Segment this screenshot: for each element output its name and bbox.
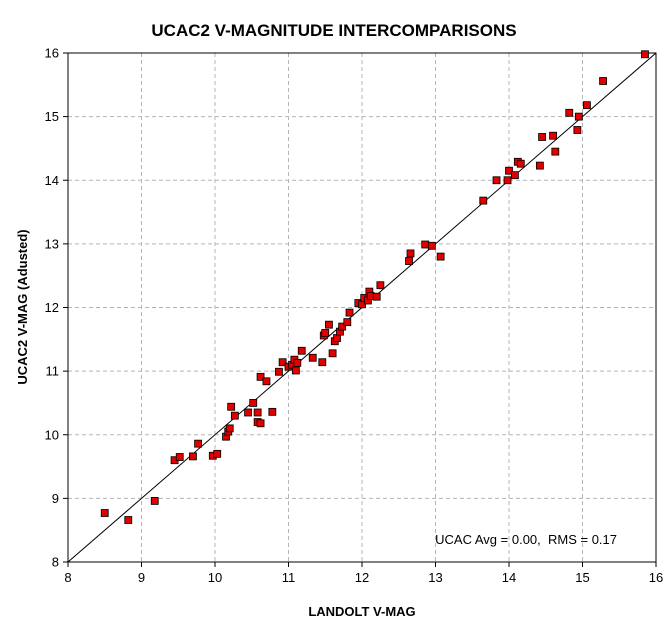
data-point bbox=[551, 147, 560, 156]
data-point bbox=[479, 196, 488, 205]
data-point bbox=[256, 372, 265, 381]
data-point bbox=[535, 161, 544, 170]
data-point bbox=[516, 159, 525, 168]
data-point bbox=[376, 281, 385, 290]
data-point bbox=[503, 176, 512, 185]
data-point bbox=[150, 497, 159, 505]
data-point bbox=[213, 449, 222, 458]
data-point bbox=[268, 407, 277, 416]
chart-title: UCAC2 V-MAGNITUDE INTERCOMPARISONS bbox=[151, 21, 516, 40]
y-tick-label: 15 bbox=[45, 109, 59, 124]
data-point bbox=[421, 240, 430, 249]
x-tick-label: 15 bbox=[575, 570, 589, 585]
data-point bbox=[321, 329, 330, 337]
data-point bbox=[230, 411, 239, 420]
x-tick-label: 12 bbox=[355, 570, 369, 585]
x-tick-label: 13 bbox=[428, 570, 442, 585]
x-tick-labels: 8 9 10 11 12 13 14 15 16 bbox=[64, 562, 663, 585]
data-point bbox=[510, 171, 519, 180]
data-point bbox=[244, 408, 252, 417]
data-point bbox=[345, 308, 354, 317]
data-point bbox=[262, 377, 271, 386]
x-tick-label: 16 bbox=[649, 570, 663, 585]
data-point bbox=[343, 318, 352, 327]
x-tick-label: 8 bbox=[64, 570, 71, 585]
y-tick-label: 9 bbox=[52, 491, 59, 506]
y-tick-label: 13 bbox=[45, 236, 59, 251]
data-point bbox=[492, 176, 501, 185]
y-axis-title: UCAC2 V-MAG (Adusted) bbox=[15, 229, 30, 384]
data-point bbox=[194, 439, 202, 448]
data-point bbox=[641, 50, 649, 59]
data-point bbox=[325, 320, 333, 329]
data-point bbox=[293, 358, 302, 367]
data-point bbox=[124, 516, 133, 524]
data-point bbox=[100, 509, 109, 517]
data-point bbox=[189, 452, 197, 461]
data-point bbox=[338, 322, 347, 331]
data-point bbox=[538, 133, 546, 141]
x-tick-label: 11 bbox=[282, 570, 296, 585]
data-point bbox=[549, 131, 557, 140]
y-tick-label: 14 bbox=[45, 173, 59, 188]
data-point bbox=[256, 419, 265, 428]
data-point bbox=[253, 408, 262, 417]
data-point bbox=[291, 366, 300, 375]
data-point bbox=[249, 399, 258, 407]
data-point bbox=[227, 402, 236, 411]
data-point bbox=[275, 367, 283, 376]
data-point bbox=[573, 126, 582, 134]
data-point bbox=[565, 108, 574, 117]
grid-lines bbox=[68, 53, 656, 562]
data-point bbox=[599, 77, 607, 85]
y-tick-label: 12 bbox=[45, 300, 59, 315]
x-tick-label: 14 bbox=[502, 570, 516, 585]
data-point bbox=[427, 241, 436, 250]
data-point bbox=[308, 353, 317, 362]
data-point bbox=[297, 346, 306, 355]
y-tick-labels: 8 9 10 11 12 13 14 15 16 bbox=[45, 46, 68, 570]
data-point bbox=[278, 358, 287, 367]
x-tick-label: 10 bbox=[208, 570, 222, 585]
y-tick-label: 8 bbox=[52, 555, 59, 570]
data-point bbox=[505, 166, 513, 175]
data-point bbox=[436, 252, 445, 261]
data-point bbox=[372, 292, 381, 301]
data-point bbox=[405, 257, 413, 265]
data-point bbox=[328, 349, 337, 358]
data-point bbox=[333, 334, 341, 342]
x-axis-title: LANDOLT V-MAG bbox=[308, 604, 415, 619]
data-point bbox=[318, 358, 327, 367]
data-point bbox=[583, 101, 591, 110]
y-tick-label: 10 bbox=[45, 427, 59, 442]
data-points bbox=[100, 50, 649, 524]
data-point bbox=[406, 249, 415, 258]
x-tick-label: 9 bbox=[138, 570, 145, 585]
stats-annotation: UCAC Avg = 0.00, RMS = 0.17 bbox=[435, 532, 617, 547]
data-point bbox=[225, 424, 234, 433]
data-point bbox=[175, 453, 184, 461]
y-tick-label: 16 bbox=[45, 46, 59, 61]
y-tick-label: 11 bbox=[46, 364, 60, 379]
data-point bbox=[574, 112, 583, 121]
